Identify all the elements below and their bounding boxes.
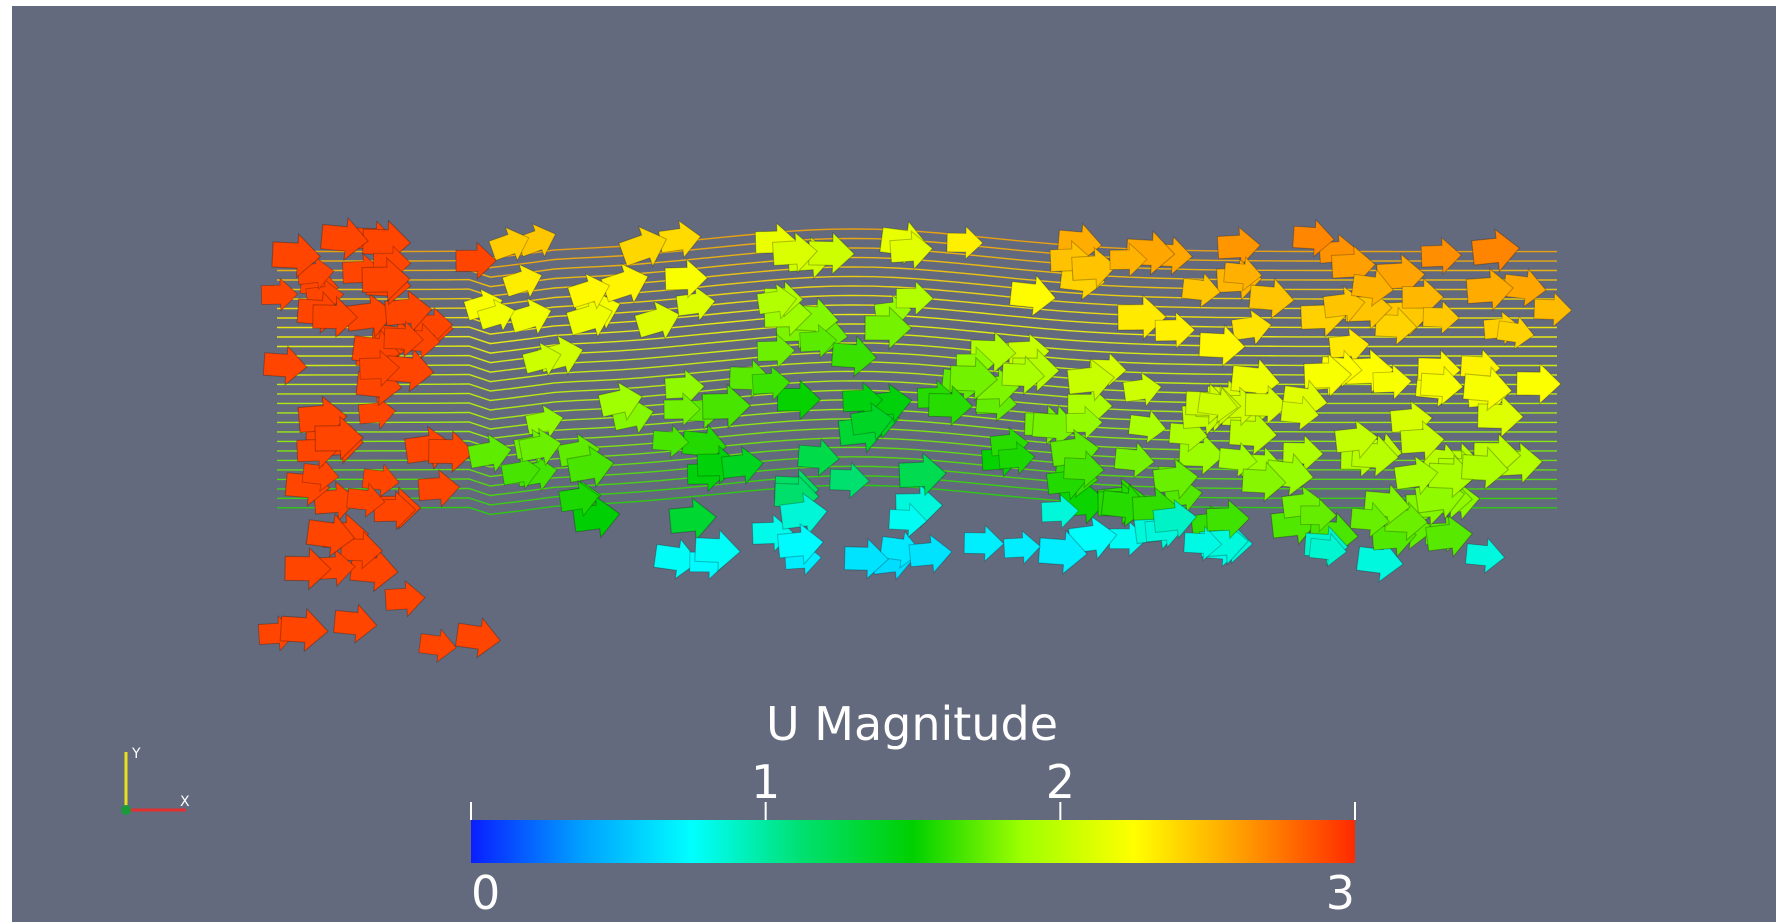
tick-label: 3 <box>1326 866 1355 920</box>
colorbar-title: U Magnitude <box>766 697 1058 751</box>
colorbar <box>471 820 1355 863</box>
render-view: Y X U Magnitude 0 1 2 3 <box>0 0 1776 922</box>
y-axis-label: Y <box>131 746 141 762</box>
x-axis-label: X <box>180 794 190 810</box>
page: {"colorbar": {"title": "U Magnitude", "r… <box>0 0 1776 922</box>
tick-label: 1 <box>751 755 780 809</box>
tick-label: 2 <box>1046 755 1075 809</box>
z-axis <box>121 805 131 815</box>
tick-label: 0 <box>471 866 500 920</box>
